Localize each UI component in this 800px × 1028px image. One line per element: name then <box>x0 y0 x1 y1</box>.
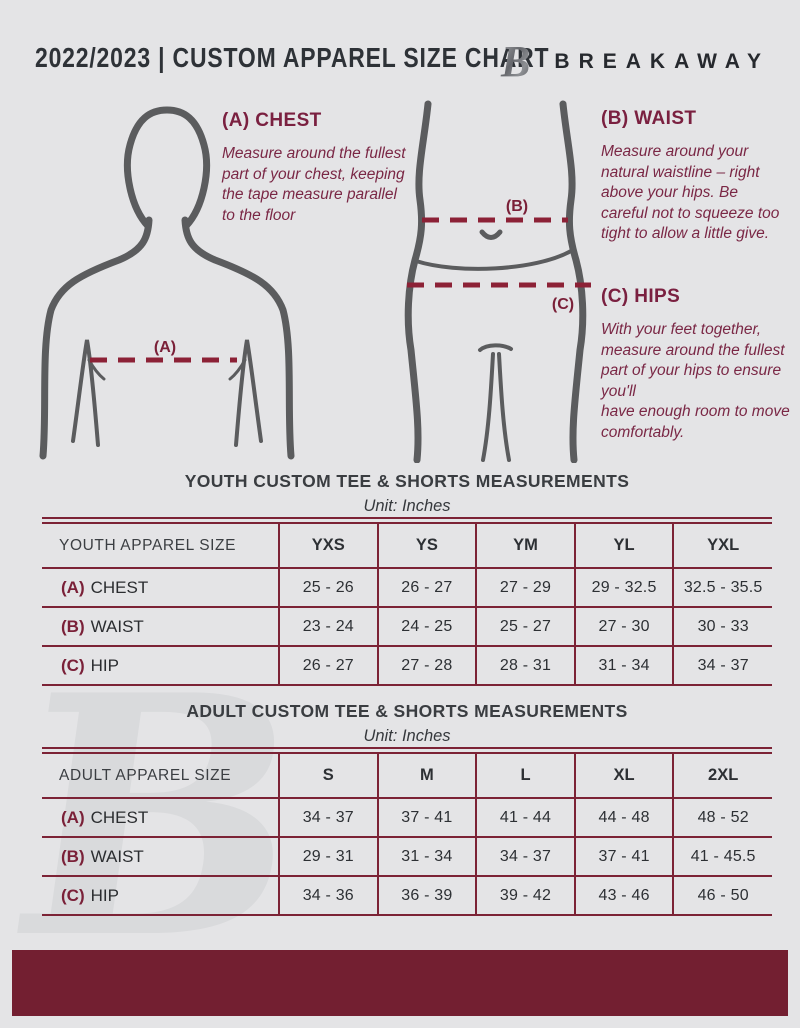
row-marker: (B) <box>61 846 85 866</box>
hips-guide-heading: (C) HIPS <box>601 286 681 307</box>
table-cell: 26 - 27 <box>278 645 378 685</box>
table-cell: 44 - 48 <box>573 797 674 837</box>
table-cell: 37 - 41 <box>376 797 477 837</box>
table-cell: 27 - 28 <box>376 645 477 685</box>
chest-marker-label: (A) <box>154 339 176 356</box>
table-cell: 26 - 27 <box>376 567 477 607</box>
chest-guide-text: Measure around the fullest part of your … <box>222 145 406 224</box>
adult-size-table: ADULT APPAREL SIZE S M L XL 2XL (A) CHEST… <box>42 747 772 916</box>
row-marker: (A) <box>61 807 85 827</box>
table-cell: 34 - 37 <box>672 645 772 685</box>
footer-bar <box>12 950 788 1016</box>
table-cell: 27 - 29 <box>475 567 575 607</box>
table-cell: 34 - 37 <box>278 797 378 837</box>
row-marker: (C) <box>61 885 85 905</box>
row-label-text: WAIST <box>90 846 144 866</box>
table-cell: 27 - 30 <box>573 606 674 646</box>
youth-size-yl: YL <box>573 523 674 568</box>
adult-waist-row: (B) WAIST 29 - 31 31 - 34 34 - 37 37 - 41… <box>42 836 772 876</box>
waist-guide: (B) WAIST Measure around your natural wa… <box>601 108 785 245</box>
table-cell: 46 - 50 <box>672 875 772 915</box>
table-cell: 36 - 39 <box>376 875 477 915</box>
adult-section-unit: Unit: Inches <box>363 727 451 745</box>
table-cell: 25 - 26 <box>278 567 378 607</box>
adult-header-row: ADULT APPAREL SIZE S M L XL 2XL <box>42 753 772 798</box>
page-header: 2022/2023 | CUSTOM APPAREL SIZE CHART B … <box>35 36 770 86</box>
row-label: (C) HIP <box>42 645 279 685</box>
row-marker: (B) <box>61 616 85 636</box>
waist-hips-figure-illustration: (B) (C) <box>404 100 591 463</box>
table-cell: 29 - 31 <box>278 836 378 876</box>
hips-marker-label: (C) <box>552 296 574 313</box>
hips-guide-text: With your feet together, measure around … <box>601 321 790 442</box>
table-cell: 43 - 46 <box>573 875 674 915</box>
youth-hip-row: (C) HIP 26 - 27 27 - 28 28 - 31 31 - 34 3… <box>42 645 772 685</box>
adult-size-s: S <box>278 753 378 798</box>
table-cell: 41 - 45.5 <box>672 836 772 876</box>
page-title: 2022/2023 | CUSTOM APPAREL SIZE CHART <box>35 42 550 73</box>
table-cell: 34 - 36 <box>278 875 378 915</box>
youth-waist-row: (B) WAIST 23 - 24 24 - 25 25 - 27 27 - 30… <box>42 606 772 646</box>
youth-size-ys: YS <box>376 523 477 568</box>
adult-hip-row: (C) HIP 34 - 36 36 - 39 39 - 42 43 - 46 4… <box>42 875 772 915</box>
youth-chest-row: (A) CHEST 25 - 26 26 - 27 27 - 29 29 - 32… <box>42 567 772 607</box>
table-cell: 29 - 32.5 <box>573 567 674 607</box>
brand-name: BREAKAWAY <box>554 50 770 73</box>
table-cell: 30 - 33 <box>672 606 772 646</box>
row-label: (A) CHEST <box>42 567 279 607</box>
row-marker: (A) <box>61 577 85 597</box>
adult-size-xl: XL <box>573 753 674 798</box>
row-marker: (C) <box>61 655 85 675</box>
table-cell: 39 - 42 <box>475 875 575 915</box>
table-cell: 31 - 34 <box>376 836 477 876</box>
chest-guide-heading: (A) CHEST <box>222 110 322 131</box>
youth-size-yxl: YXL <box>672 523 772 568</box>
table-cell: 48 - 52 <box>672 797 772 837</box>
chest-guide: (A) CHEST Measure around the fullest par… <box>222 110 412 226</box>
adult-section-title: ADULT CUSTOM TEE & SHORTS MEASUREMENTS <box>186 701 628 721</box>
row-label: (C) HIP <box>42 875 279 915</box>
youth-size-label: YOUTH APPAREL SIZE <box>59 536 237 554</box>
adult-chest-row: (A) CHEST 34 - 37 37 - 41 41 - 44 44 - 48… <box>42 797 772 837</box>
youth-section-title: YOUTH CUSTOM TEE & SHORTS MEASUREMENTS <box>184 471 630 491</box>
table-cell: 32.5 - 35.5 <box>672 567 772 607</box>
breakaway-b-icon: B <box>489 37 531 86</box>
waist-guide-text: Measure around your natural waistline – … <box>601 143 780 243</box>
row-label-text: CHEST <box>90 577 149 597</box>
adult-size-label: ADULT APPAREL SIZE <box>59 766 232 784</box>
table-cell: 25 - 27 <box>475 606 575 646</box>
table-cell: 34 - 37 <box>475 836 575 876</box>
row-label: (B) WAIST <box>42 836 279 876</box>
chest-figure-illustration: (A) <box>39 106 295 460</box>
row-label: (A) CHEST <box>42 797 279 837</box>
row-label-text: CHEST <box>90 807 149 827</box>
table-cell: 23 - 24 <box>278 606 378 646</box>
row-label: (B) WAIST <box>42 606 279 646</box>
youth-size-yxs: YXS <box>278 523 378 568</box>
table-cell: 24 - 25 <box>376 606 477 646</box>
adult-size-l: L <box>475 753 575 798</box>
youth-size-table: YOUTH APPAREL SIZE YXS YS YM YL YXL (A) C… <box>42 517 772 686</box>
row-label-text: HIP <box>90 655 119 675</box>
adult-size-2xl: 2XL <box>672 753 772 798</box>
youth-size-ym: YM <box>475 523 575 568</box>
youth-section-unit: Unit: Inches <box>363 497 451 515</box>
youth-header-row: YOUTH APPAREL SIZE YXS YS YM YL YXL <box>42 523 772 568</box>
waist-marker-label: (B) <box>506 198 528 215</box>
adult-size-m: M <box>376 753 477 798</box>
table-cell: 28 - 31 <box>475 645 575 685</box>
hips-guide: (C) HIPS With your feet together, measur… <box>601 286 800 444</box>
table-cell: 37 - 41 <box>573 836 674 876</box>
table-cell: 31 - 34 <box>573 645 674 685</box>
row-label-text: HIP <box>90 885 119 905</box>
row-label-text: WAIST <box>90 616 144 636</box>
table-cell: 41 - 44 <box>475 797 575 837</box>
waist-guide-heading: (B) WAIST <box>601 108 697 129</box>
brand-logo: B BREAKAWAY <box>488 36 770 88</box>
